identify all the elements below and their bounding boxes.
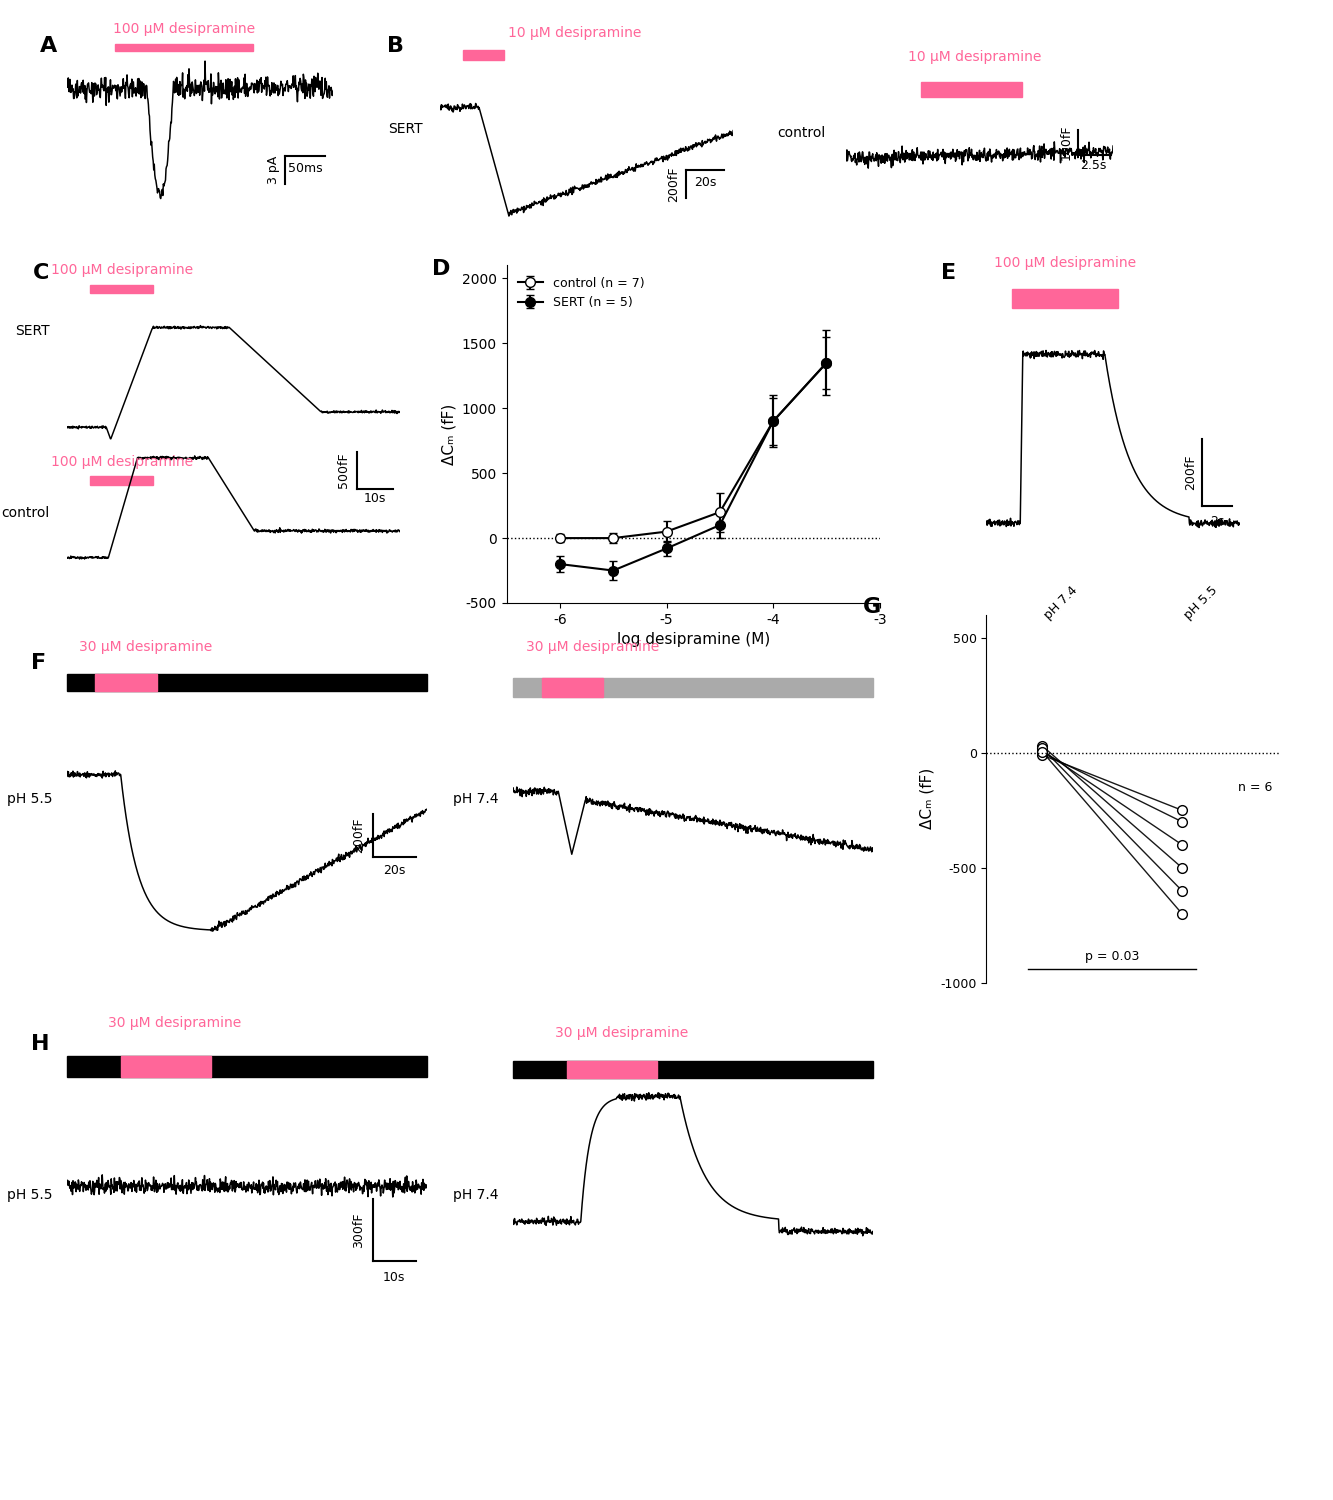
Text: 10s: 10s [383, 1270, 405, 1284]
Text: control: control [777, 126, 825, 140]
Text: control: control [1, 506, 51, 520]
Text: C: C [33, 264, 49, 284]
Text: 200fF: 200fF [352, 818, 365, 854]
Text: 500fF: 500fF [337, 453, 349, 488]
Bar [67, 1056, 427, 1077]
Bar [568, 1060, 657, 1078]
Text: 30 μM desipramine: 30 μM desipramine [79, 640, 212, 654]
Bar [513, 678, 873, 698]
Bar [543, 678, 604, 698]
Text: 10 μM desipramine: 10 μM desipramine [508, 26, 641, 40]
Text: pH 5.5: pH 5.5 [7, 792, 52, 806]
X-axis label: log desipramine (M): log desipramine (M) [617, 633, 769, 648]
Text: 2s: 2s [1210, 514, 1224, 528]
Text: pH 5.5: pH 5.5 [1182, 584, 1220, 622]
Text: 100fF: 100fF [1060, 124, 1073, 160]
Text: D: D [432, 258, 451, 279]
Bar [1012, 290, 1118, 308]
Text: SERT: SERT [16, 324, 51, 338]
Text: 30 μM desipramine: 30 μM desipramine [525, 640, 659, 654]
Text: 30 μM desipramine: 30 μM desipramine [108, 1016, 241, 1031]
Bar [120, 1056, 211, 1077]
Text: 20s: 20s [383, 864, 405, 877]
Text: pH 7.4: pH 7.4 [1042, 584, 1081, 622]
Text: 100 μM desipramine: 100 μM desipramine [113, 22, 255, 36]
Text: n = 6: n = 6 [1238, 782, 1272, 794]
Text: 100 μM desipramine: 100 μM desipramine [51, 454, 193, 468]
Text: 300fF: 300fF [352, 1212, 365, 1248]
Bar [91, 477, 153, 484]
Text: p = 0.03: p = 0.03 [1085, 951, 1140, 963]
Text: 50ms: 50ms [288, 162, 323, 176]
Text: pH 5.5: pH 5.5 [7, 1188, 52, 1202]
Text: 200fF: 200fF [668, 166, 680, 201]
Text: 10s: 10s [364, 492, 387, 506]
Text: pH 7.4: pH 7.4 [453, 792, 499, 806]
Y-axis label: ΔCₘ (fF): ΔCₘ (fF) [441, 404, 456, 465]
Legend: control (n = 7), SERT (n = 5): control (n = 7), SERT (n = 5) [513, 272, 649, 314]
Y-axis label: ΔCₘ (fF): ΔCₘ (fF) [920, 768, 934, 830]
Text: E: E [941, 264, 956, 284]
Text: 200fF: 200fF [1184, 454, 1197, 490]
Text: A: A [40, 36, 57, 57]
Text: 2.5s: 2.5s [1080, 159, 1106, 172]
Text: 10 μM desipramine: 10 μM desipramine [908, 51, 1041, 64]
Text: 3 pA: 3 pA [267, 156, 280, 184]
Bar [91, 285, 153, 292]
Text: 100 μM desipramine: 100 μM desipramine [994, 256, 1136, 270]
Bar [67, 675, 427, 692]
Bar [921, 81, 1022, 98]
Text: H: H [31, 1034, 49, 1054]
Text: F: F [31, 652, 45, 674]
Text: SERT: SERT [388, 123, 423, 136]
Text: B: B [387, 36, 404, 56]
Bar [96, 675, 157, 692]
Text: 20s: 20s [694, 177, 716, 189]
Bar [115, 44, 253, 51]
Bar [464, 50, 504, 60]
Text: G: G [864, 597, 881, 616]
Text: pH 7.4: pH 7.4 [453, 1188, 499, 1202]
Text: 30 μM desipramine: 30 μM desipramine [555, 1026, 688, 1039]
Text: 100 μM desipramine: 100 μM desipramine [51, 262, 193, 278]
Bar [513, 1060, 873, 1078]
